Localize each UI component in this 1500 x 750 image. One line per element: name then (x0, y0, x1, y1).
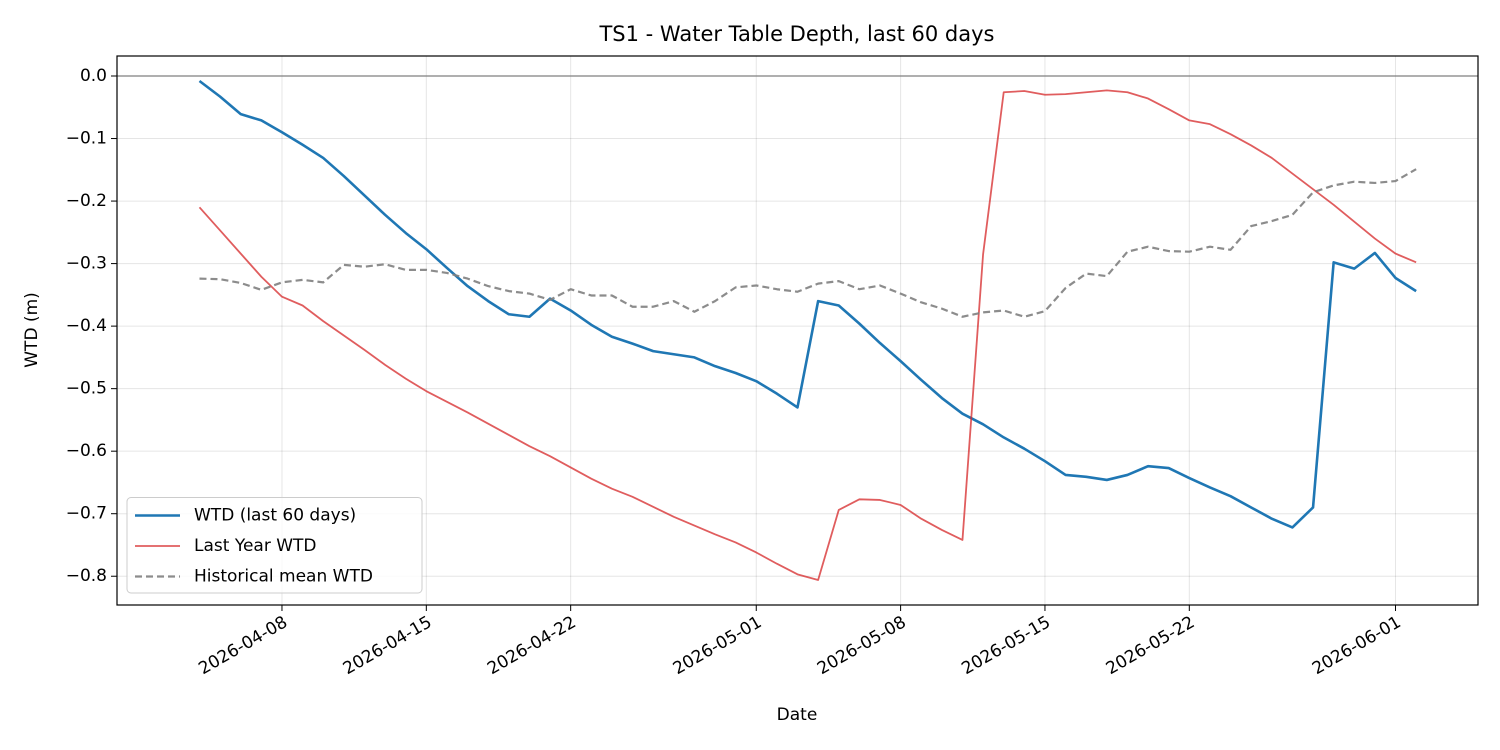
legend-box (126, 497, 423, 594)
y-tick-label: −0.6 (66, 441, 107, 461)
y-tick-label: −0.3 (66, 254, 107, 274)
y-tick-label: −0.2 (66, 191, 107, 211)
legend-label: WTD (last 60 days) (194, 506, 356, 526)
y-axis-label: WTD (m) (22, 292, 42, 368)
data-line (198, 89, 1417, 581)
legend: WTD (last 60 days) Last Year WTD Historica… (126, 497, 423, 594)
data-line (199, 168, 1417, 318)
y-tick-label: −0.5 (66, 379, 107, 399)
data-line (198, 79, 1417, 529)
y-tick-label: −0.8 (66, 566, 107, 586)
y-tick-label: −0.1 (66, 129, 107, 149)
x-axis-label: Date (777, 705, 818, 725)
chart-title: TS1 - Water Table Depth, last 60 days (598, 22, 994, 46)
y-tick-label: −0.7 (66, 504, 107, 524)
y-tick-label: 0.0 (80, 66, 107, 86)
legend-label: Last Year WTD (194, 536, 317, 556)
legend-label: Historical mean WTD (194, 567, 373, 587)
plot-frame (116, 55, 1479, 606)
y-tick-label: −0.4 (66, 316, 107, 336)
